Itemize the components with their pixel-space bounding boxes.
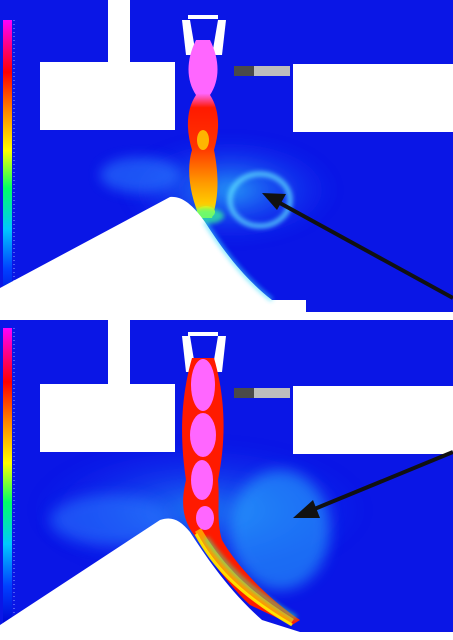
upper-chamber-right-wall: [293, 64, 453, 132]
jet-shock-cell-2: [191, 460, 213, 500]
valve-cone-body: [0, 196, 306, 312]
nozzle-right-lip: [212, 20, 226, 55]
shear-layer: [50, 495, 170, 545]
needle-insert: [234, 388, 290, 398]
annotation-arrowhead: [262, 193, 286, 210]
jet-shock-cell-3: [196, 506, 214, 530]
wall-jet-mid: [194, 528, 294, 625]
jet-shock-cell-1: [190, 413, 216, 457]
nozzle-head: [188, 332, 218, 336]
recirculation-vortex: [227, 171, 293, 229]
contour-plot-bottom: [0, 320, 453, 632]
upper-chamber-left-wall: [40, 384, 175, 452]
contour-panel-bottom: [0, 320, 453, 632]
color-scale-bar: [3, 328, 12, 628]
panel-divider: [0, 312, 453, 320]
upper-chamber-right-wall: [293, 386, 453, 454]
wall-jet-spread: [230, 470, 330, 590]
wall-jet-outer: [204, 536, 298, 620]
annotation-arrow: [277, 200, 453, 300]
contour-panel-top: [0, 0, 453, 312]
nozzle-head: [188, 15, 218, 19]
jet-potential-core: [191, 359, 215, 411]
contour-plot-top: [0, 0, 453, 312]
inlet-pipe-wall: [108, 0, 130, 62]
nozzle-right-lip: [212, 336, 226, 372]
needle-insert-shadow: [234, 66, 254, 76]
inlet-pipe-wall: [108, 320, 130, 384]
annotation-arrowhead: [293, 500, 320, 518]
nozzle-left-lip: [182, 20, 196, 55]
upper-chamber-left-wall: [40, 62, 175, 130]
annotation-arrow: [311, 450, 453, 512]
needle-insert: [234, 66, 290, 76]
color-scale-bar: [3, 20, 12, 310]
jet-potential-core: [192, 48, 214, 92]
jet-shock-cell: [197, 130, 209, 150]
wall-jet-edge: [194, 533, 293, 627]
wall-boundary-layer: [203, 221, 273, 302]
shear-layer: [100, 157, 180, 193]
valve-cone-body: [0, 518, 300, 632]
needle-insert-shadow: [234, 388, 254, 398]
